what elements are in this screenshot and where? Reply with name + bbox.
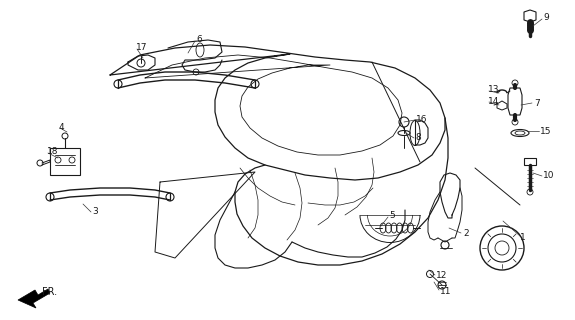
Circle shape: [512, 119, 518, 125]
Polygon shape: [508, 88, 522, 115]
Polygon shape: [50, 148, 80, 175]
Text: 14: 14: [488, 97, 499, 106]
Text: 17: 17: [136, 44, 148, 52]
Text: 3: 3: [92, 207, 98, 217]
Polygon shape: [524, 158, 536, 165]
Text: 18: 18: [47, 148, 59, 156]
Text: 12: 12: [436, 270, 447, 279]
Text: 16: 16: [416, 115, 427, 124]
Circle shape: [37, 160, 43, 166]
Ellipse shape: [398, 131, 410, 135]
Circle shape: [488, 234, 516, 262]
Text: 5: 5: [389, 212, 395, 220]
Text: 1: 1: [520, 234, 526, 243]
Circle shape: [166, 193, 174, 201]
Text: 11: 11: [440, 286, 451, 295]
Circle shape: [441, 241, 449, 249]
Text: 2: 2: [463, 228, 469, 237]
Polygon shape: [18, 289, 50, 308]
Text: 15: 15: [540, 126, 551, 135]
Circle shape: [480, 226, 524, 270]
Text: 4: 4: [59, 123, 64, 132]
Ellipse shape: [515, 131, 525, 135]
Circle shape: [114, 80, 122, 88]
Circle shape: [438, 281, 446, 289]
Circle shape: [512, 80, 518, 86]
Text: 8: 8: [415, 133, 421, 142]
Text: 9: 9: [543, 13, 549, 22]
Text: FR.: FR.: [42, 287, 57, 297]
Ellipse shape: [511, 130, 529, 137]
Circle shape: [55, 157, 61, 163]
Circle shape: [251, 80, 259, 88]
Circle shape: [527, 189, 533, 195]
Text: 7: 7: [534, 99, 540, 108]
Circle shape: [69, 157, 75, 163]
Circle shape: [46, 193, 54, 201]
Circle shape: [427, 270, 434, 277]
Circle shape: [399, 117, 409, 127]
Text: 13: 13: [488, 85, 500, 94]
Circle shape: [495, 241, 509, 255]
Text: 10: 10: [543, 172, 554, 180]
Polygon shape: [524, 10, 536, 22]
Text: 6: 6: [196, 36, 202, 44]
